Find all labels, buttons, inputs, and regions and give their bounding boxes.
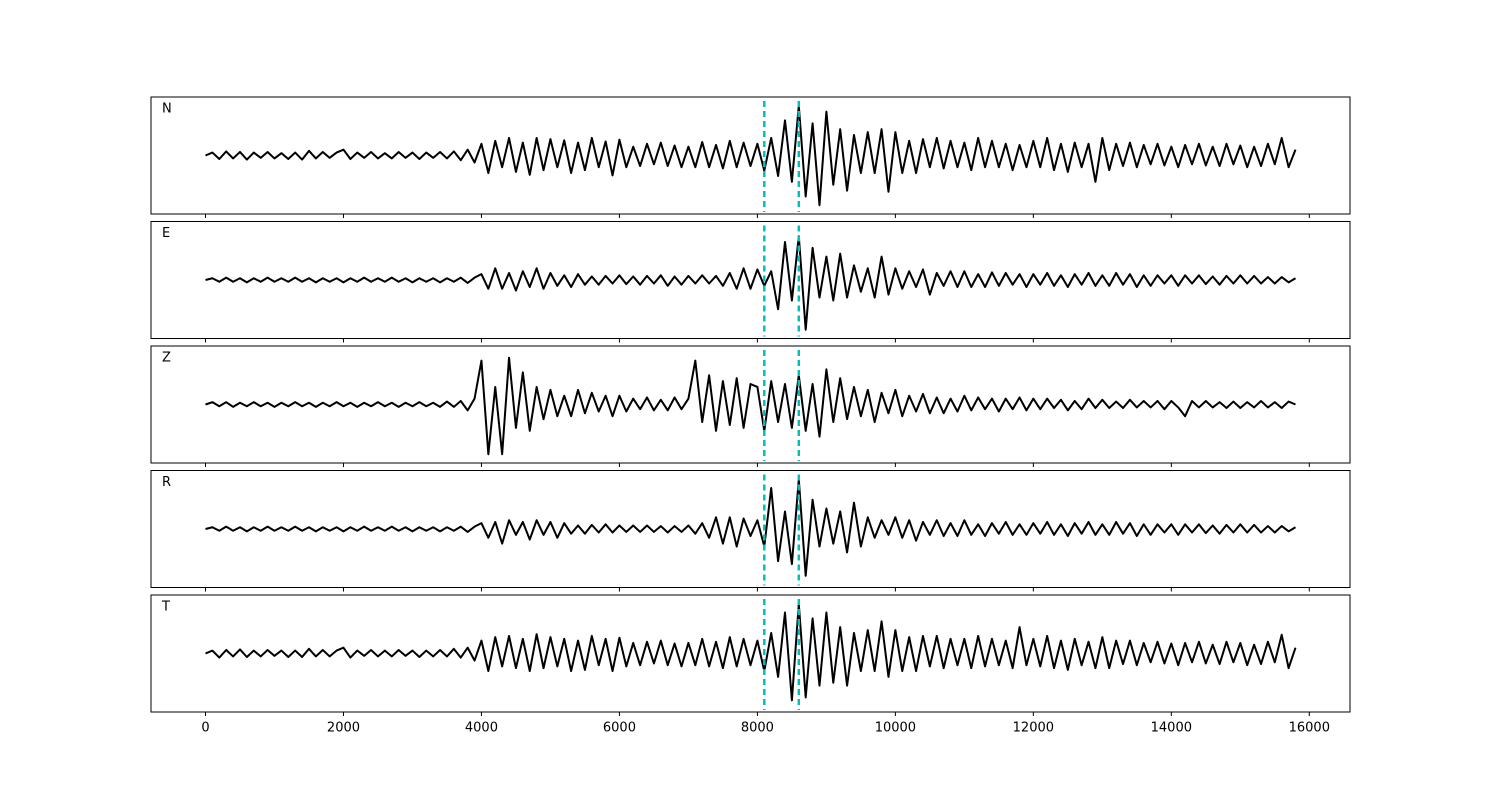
panel-frame [150, 345, 1351, 464]
panel-label: T [161, 600, 170, 615]
trace [205, 104, 1297, 207]
panel-frame [150, 221, 1351, 339]
trace [205, 356, 1296, 456]
x-tick-label: 6000 [603, 721, 636, 736]
trace [205, 235, 1297, 331]
trace [205, 478, 1297, 577]
panel-label: Z [162, 351, 171, 366]
panel-frame [150, 96, 1351, 215]
panel-frame [150, 594, 1351, 713]
x-tick-label: 12000 [1013, 721, 1054, 736]
x-tick-label: 16000 [1289, 721, 1330, 736]
panel-label: E [162, 226, 170, 241]
trace [205, 602, 1297, 702]
panel-label: R [162, 475, 171, 490]
x-tick-label: 0 [201, 721, 209, 736]
panel-label: N [162, 102, 172, 117]
panel-frame [150, 470, 1351, 588]
x-tick-label: 14000 [1151, 721, 1192, 736]
x-tick-label: 4000 [465, 721, 498, 736]
x-tick-label: 2000 [327, 721, 360, 736]
x-tick-label: 10000 [875, 721, 916, 736]
x-tick-label: 8000 [741, 721, 774, 736]
